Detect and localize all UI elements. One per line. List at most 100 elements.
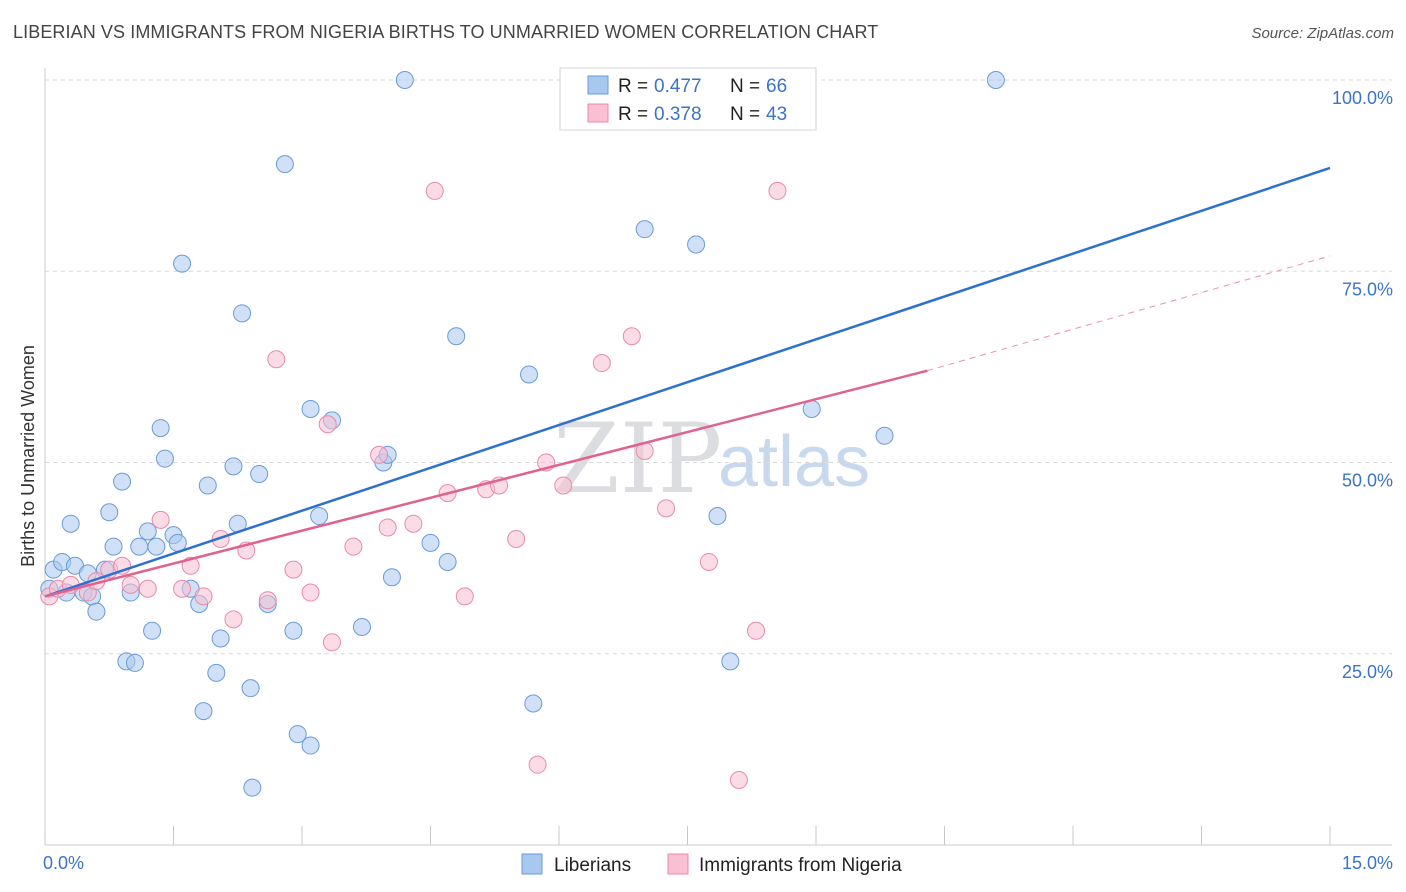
data-point-s0-34 [233,304,252,323]
data-point-s0-20 [147,537,166,556]
data-point-s1-28 [455,587,474,606]
data-point-s1-12 [194,587,213,606]
data-point-s1-14 [224,610,243,629]
data-point-s0-40 [284,621,303,640]
x-tick-label-start: 0.0% [43,853,84,873]
data-point-s0-9 [87,602,106,621]
data-point-s0-39 [275,155,294,174]
data-point-s1-7 [121,575,140,594]
data-point-s0-25 [173,254,192,273]
chart-source: Source: ZipAtlas.com [1251,25,1394,42]
data-point-s0-54 [520,365,539,384]
data-point-s0-43 [301,399,320,418]
data-point-s0-36 [243,778,262,797]
data-point-s0-12 [104,537,123,556]
trend-line-s1 [44,369,928,598]
data-point-s0-11 [100,503,119,522]
data-point-s1-22 [344,537,363,556]
data-point-s0-53 [447,327,466,346]
legend-swatch-nigeria [587,103,609,123]
data-point-s1-9 [151,510,170,529]
data-point-s0-16 [125,653,144,672]
data-point-s1-23 [370,445,389,464]
data-point-s0-19 [143,621,162,640]
legend-r-value-1: 0.477 [654,76,702,97]
data-point-s0-57 [687,235,706,254]
data-point-s1-42 [768,181,787,200]
legend-n-label-1: N = [730,76,760,97]
data-point-s1-41 [747,621,766,640]
legend-box: R = 0.477 N = 66 R = 0.378 N = 43 [559,67,817,131]
data-point-s0-29 [198,476,217,495]
data-point-s0-46 [352,617,371,636]
data-point-s1-16 [258,591,277,610]
bottom-legend-liberians: Liberians [554,855,631,876]
trend-line-extension-s1 [927,255,1331,372]
data-point-s1-8 [138,579,157,598]
legend-r-label-1: R = [618,76,648,97]
data-point-s0-44 [310,507,329,526]
legend-r-label-2: R = [618,104,648,125]
data-point-s1-31 [507,530,526,548]
data-point-s0-49 [382,568,401,587]
data-point-s1-38 [657,499,676,518]
axes: 25.0% 50.0% 75.0% 100.0% 0.0% 15.0% [43,68,1393,873]
data-point-s0-42 [301,736,320,755]
data-point-s0-30 [207,663,226,682]
legend-n-value-2: 43 [766,104,787,125]
data-point-s0-56 [635,220,654,239]
data-point-s0-55 [524,694,543,713]
y-axis-label: Births to Unmarried Women [18,345,38,567]
data-point-s0-31 [211,629,230,648]
data-point-s1-32 [528,755,547,774]
data-point-s0-51 [421,533,440,552]
data-point-s0-50 [395,71,414,89]
data-point-s1-36 [622,327,641,346]
data-point-s0-28 [194,702,213,721]
data-point-s1-19 [301,583,320,602]
data-point-s0-18 [138,522,157,541]
data-point-s0-58 [708,507,727,526]
legend-n-value-1: 66 [766,76,787,97]
data-point-s0-24 [168,533,187,552]
data-point-s1-20 [318,415,337,434]
data-point-s0-35 [241,679,260,698]
y-tick-label-100: 100.0% [1332,88,1393,108]
data-point-s1-35 [592,354,611,373]
data-point-s0-4 [61,514,80,533]
data-point-s0-52 [438,552,457,571]
legend-r-value-2: 0.378 [654,104,702,125]
x-tick-label-end: 15.0% [1342,853,1393,873]
data-point-s1-40 [729,770,748,789]
trend-line-s0 [44,166,1331,598]
data-point-s1-26 [425,181,444,200]
data-point-s0-41 [288,725,307,744]
grid-lines [45,79,1392,655]
data-point-s1-24 [378,518,397,537]
bottom-legend: Liberians Immigrants from Nigeria [521,853,902,876]
data-point-s0-22 [155,449,174,468]
bottom-legend-swatch-liberians [521,853,543,875]
data-point-s1-39 [699,552,718,571]
data-point-s1-25 [404,514,423,533]
legend-n-label-2: N = [730,104,760,125]
data-point-s0-59 [721,652,740,671]
data-point-s1-34 [554,476,573,495]
legend-swatch-liberians [587,75,609,95]
y-tick-label-25: 25.0% [1342,662,1393,682]
data-point-s0-37 [250,464,269,483]
chart-title: LIBERIAN VS IMMIGRANTS FROM NIGERIA BIRT… [13,22,879,42]
data-point-s0-13 [113,472,132,491]
data-point-s1-21 [322,633,341,652]
data-point-s1-11 [181,556,200,575]
data-point-s1-10 [173,579,192,598]
data-point-s0-61 [875,426,894,445]
data-point-s0-62 [986,71,1005,89]
bottom-legend-nigeria: Immigrants from Nigeria [699,855,902,876]
data-point-s0-17 [130,537,149,556]
data-point-s0-21 [151,419,170,438]
trend-lines [44,166,1331,598]
data-point-s1-18 [284,560,303,579]
y-tick-label-50: 50.0% [1342,471,1393,491]
